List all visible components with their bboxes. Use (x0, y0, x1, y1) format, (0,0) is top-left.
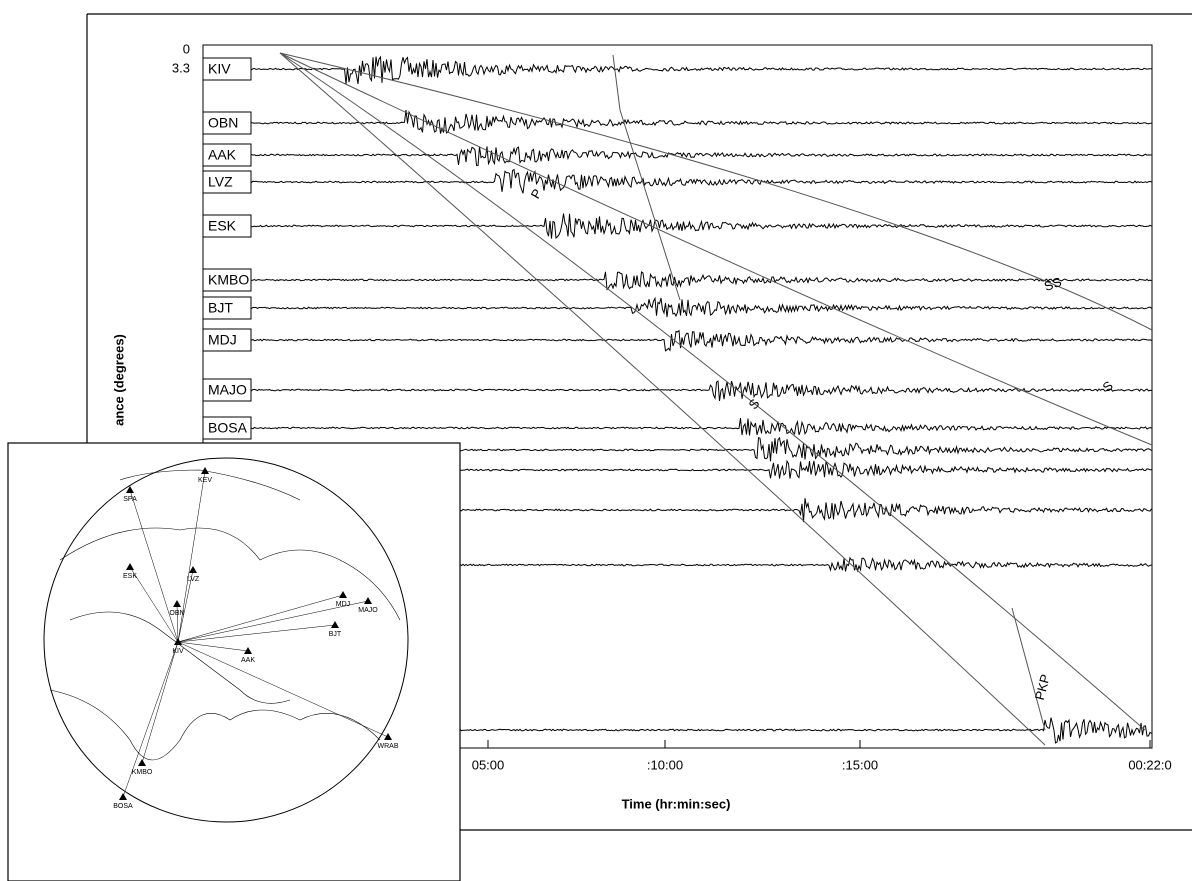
phase-label: S (1099, 378, 1116, 395)
phase-label: PKP (1032, 673, 1053, 702)
ray-path (177, 600, 369, 643)
y-tick-label: 3.3 (172, 60, 190, 75)
x-tick-label: :15:00 (842, 757, 878, 772)
map-station-label: SPA (123, 496, 137, 503)
station-box (202, 268, 252, 292)
station-marker (244, 647, 252, 654)
station-box (202, 416, 252, 440)
station-label: ESK (208, 218, 237, 234)
station-box (202, 57, 252, 81)
phase-label: SS (1042, 274, 1064, 294)
station-box (202, 170, 252, 194)
station-marker (138, 759, 146, 766)
x-tick-label: :10:00 (647, 757, 683, 772)
waveform (249, 271, 1152, 291)
ray-path (129, 489, 179, 643)
map-station-label: KEV (198, 477, 212, 484)
station-marker (174, 638, 182, 645)
map-lines (49, 469, 401, 761)
ray-path (177, 470, 206, 643)
x-axis-title: Time (hr:min:sec) (622, 796, 731, 811)
x-tick-label: 00:22:0 (1128, 757, 1171, 772)
waveform (249, 417, 1152, 436)
ray-path (177, 569, 194, 643)
panel-frame (86, 13, 1192, 831)
ray-path (176, 603, 179, 643)
map-station-label: BOSA (113, 803, 133, 810)
station-marker (119, 793, 127, 800)
station-label: KMBO (208, 272, 249, 288)
station-marker (201, 467, 209, 474)
station-marker (384, 733, 392, 740)
y-tick-label: 0 (183, 41, 190, 56)
map-station-label: OBN (169, 610, 184, 617)
ray-path (177, 641, 389, 738)
map-station-label: AAK (241, 657, 255, 664)
map-station-label: MAJO (358, 607, 378, 614)
map-station-label: ESK (123, 573, 137, 580)
station-box (202, 328, 252, 352)
ray-path (177, 641, 249, 652)
station-marker (364, 597, 372, 604)
station-label: BOSA (208, 420, 248, 436)
station-marker (331, 621, 339, 628)
station-label: AAK (208, 147, 237, 163)
waveform (249, 55, 1152, 85)
station-box (202, 378, 252, 402)
map-inset: KEV SPA ESK LVZ OBN KIV AAK MDJ MAJO BJT KMBO BOSA W… (7, 442, 461, 881)
waveform (249, 296, 1152, 318)
ray-path (122, 641, 179, 798)
station-label: BJT (208, 300, 233, 316)
phase-label: P (528, 186, 545, 201)
x-tick-label: 05:00 (472, 757, 505, 772)
station-marker (126, 563, 134, 570)
station-box (202, 214, 252, 238)
map-station-label: KIV (172, 648, 184, 655)
station-marker (339, 591, 347, 598)
station-marker (173, 600, 181, 607)
waveform (249, 213, 1152, 240)
ray-path (177, 624, 336, 643)
ray-path (177, 594, 344, 643)
map-station-label: MDJ (336, 601, 350, 608)
labels: KIV OBN AAK LVZ ESK KMBO BJT MDJ MAJO BOSA 0 3.3 05:… (172, 41, 1172, 772)
waveform (249, 109, 1152, 134)
map-station-label: WRAB (378, 743, 399, 750)
station-label: OBN (208, 115, 238, 131)
travel-time-curves (279, 52, 1153, 746)
ray-path (141, 641, 179, 764)
station-marker (126, 486, 134, 493)
waveform (249, 380, 1152, 401)
map-station-label: KMBO (132, 769, 153, 776)
station-label: MAJO (208, 382, 247, 398)
station-label: MDJ (208, 332, 237, 348)
ray-path (129, 566, 179, 643)
waveform (249, 146, 1152, 167)
station-label: KIV (208, 61, 231, 77)
station-marker (189, 566, 197, 573)
station-box (202, 296, 252, 320)
station-label: LVZ (208, 174, 233, 190)
waveform (249, 168, 1152, 194)
y-axis-title: ance (degrees) (111, 334, 126, 426)
map-station-label: BJT (329, 631, 342, 638)
station-box (202, 143, 252, 167)
waveform (249, 329, 1152, 352)
phase-label: S (745, 396, 762, 413)
map-station-label: LVZ (187, 576, 200, 583)
station-box (202, 111, 252, 135)
